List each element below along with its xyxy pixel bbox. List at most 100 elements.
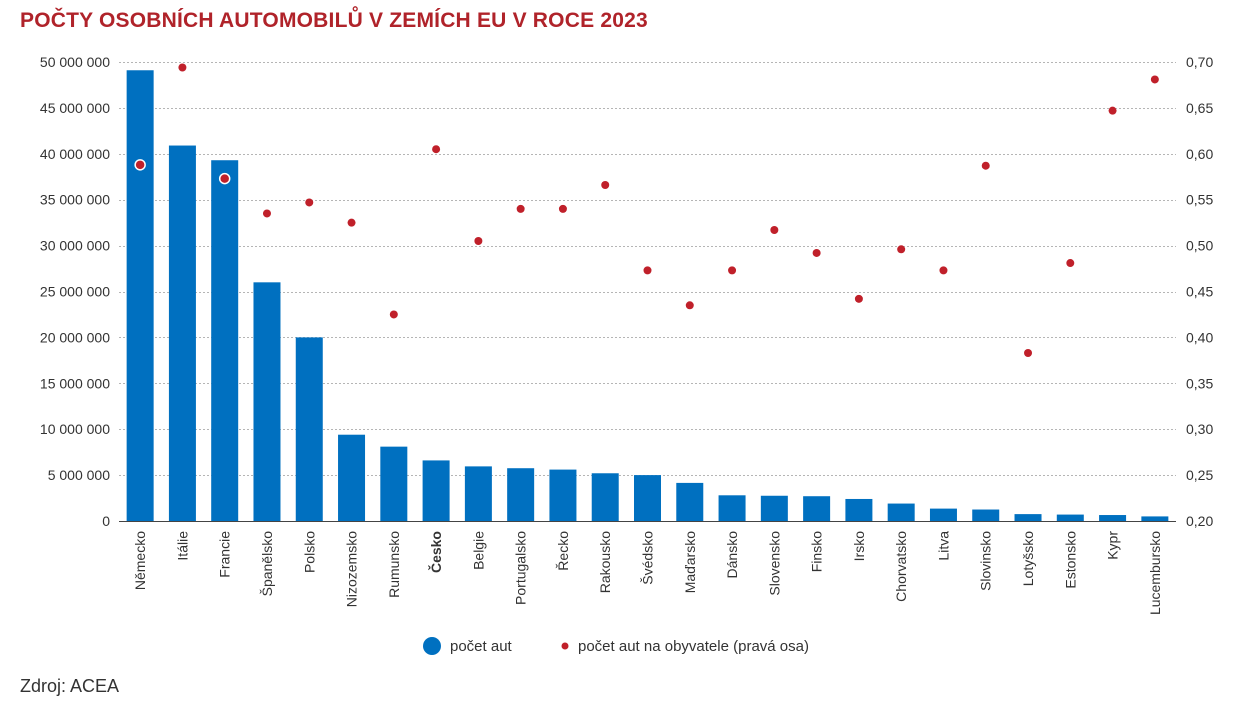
left-axis-tick-label: 20 000 000 <box>40 329 110 345</box>
bar-Litva <box>929 508 957 521</box>
dot-Litva <box>939 266 948 275</box>
legend-label-bars: počet aut <box>450 638 513 655</box>
bar-series <box>126 70 1169 522</box>
category-label: Řecko <box>555 531 571 571</box>
left-axis-tick-label: 0 <box>102 513 110 529</box>
category-label: Litva <box>935 531 951 561</box>
category-label: Kypr <box>1105 531 1121 560</box>
right-axis-tick-label: 0,30 <box>1186 421 1213 437</box>
dot-Portugalsko <box>516 204 525 213</box>
dot-Dánsko <box>728 266 737 275</box>
left-axis-tick-label: 15 000 000 <box>40 375 110 391</box>
chart-title: POČTY OSOBNÍCH AUTOMOBILŮ V ZEMÍCH EU V … <box>20 9 648 32</box>
dot-Německo <box>134 159 146 171</box>
legend-dot-swatch <box>561 642 569 650</box>
bar-Česko <box>422 460 450 521</box>
dot-Francie <box>218 172 231 185</box>
category-label: Itálie <box>174 531 190 561</box>
left-axis-tick-label: 10 000 000 <box>40 421 110 437</box>
dot-Chorvatsko <box>897 245 906 254</box>
category-label: Portugalsko <box>513 531 529 605</box>
dot-Slovinsko <box>981 161 990 170</box>
right-axis-tick-label: 0,55 <box>1186 192 1213 208</box>
dot-Polsko <box>305 198 314 207</box>
dot-Švédsko <box>643 266 652 275</box>
category-label: Polsko <box>301 531 317 573</box>
category-label: Rakousko <box>597 531 613 593</box>
right-axis-tick-label: 0,45 <box>1186 284 1213 300</box>
left-axis-tick-label: 45 000 000 <box>40 100 110 116</box>
bar-Polsko <box>295 337 323 521</box>
dot-Irsko <box>854 294 863 303</box>
category-label: Slovinsko <box>978 531 994 591</box>
legend-label-dots: počet aut na obyvatele (pravá osa) <box>578 638 809 655</box>
dot-Rakousko <box>601 181 610 190</box>
category-label: Švédsko <box>640 531 656 585</box>
right-axis-tick-label: 0,35 <box>1186 375 1213 391</box>
bar-Lucembursko <box>1141 516 1169 521</box>
right-axis-tick-label: 0,70 <box>1186 54 1213 70</box>
legend-bar-swatch <box>423 637 441 655</box>
category-labels: Německo Itálie Francie Španělsko Polsko Nizoz… <box>132 531 1163 615</box>
right-axis-tick-label: 0,20 <box>1186 513 1213 529</box>
right-axis-tick-label: 0,50 <box>1186 238 1213 254</box>
dot-Finsko <box>812 248 821 257</box>
bar-Kypr <box>1099 515 1127 521</box>
bar-Řecko <box>549 469 577 521</box>
source-note: Zdroj: ACEA <box>20 676 120 696</box>
dot-Estonsko <box>1066 259 1075 268</box>
bar-Nizozemsko <box>338 434 366 521</box>
left-axis-tick-label: 25 000 000 <box>40 284 110 300</box>
category-label: Estonsko <box>1062 531 1078 589</box>
right-axis-ticks: 0,20 0,25 0,30 0,35 0,40 0,45 0,50 0,55 0,60 0,65… <box>1186 54 1213 529</box>
bar-Chorvatsko <box>887 503 915 521</box>
category-label: Česko <box>427 531 444 573</box>
left-axis-tick-label: 5 000 000 <box>48 467 110 483</box>
bar-Portugalsko <box>507 468 535 521</box>
category-label: Irsko <box>851 531 867 562</box>
right-axis-tick-label: 0,65 <box>1186 100 1213 116</box>
bar-Irsko <box>845 498 873 521</box>
bar-Švédsko <box>634 475 661 521</box>
category-label: Maďarsko <box>682 531 698 594</box>
legend: počet aut počet aut na obyvatele (pravá … <box>423 637 809 655</box>
dot-series <box>134 63 1159 358</box>
left-axis-tick-label: 50 000 000 <box>40 54 110 70</box>
bar-Španělsko <box>253 282 281 521</box>
category-label: Německo <box>132 531 148 590</box>
bar-Finsko <box>803 496 831 521</box>
category-label: Rumunsko <box>386 531 402 598</box>
dot-Rumunsko <box>389 310 398 319</box>
category-label: Lotyšsko <box>1020 531 1036 586</box>
dot-Maďarsko <box>685 301 694 310</box>
bar-Německo <box>126 70 154 522</box>
category-label: Belgie <box>470 531 486 570</box>
bar-Itálie <box>168 145 196 521</box>
category-label: Lucembursko <box>1147 531 1163 615</box>
grid-lines <box>119 62 1176 522</box>
bar-Maďarsko <box>676 482 704 521</box>
left-axis-tick-label: 35 000 000 <box>40 192 110 208</box>
bar-Dánsko <box>718 495 746 521</box>
dot-Lucembursko <box>1150 75 1159 84</box>
category-label: Finsko <box>809 531 825 572</box>
dot-Španělsko <box>262 209 271 218</box>
category-label: Nizozemsko <box>344 531 360 607</box>
dot-Řecko <box>558 204 567 213</box>
bar-Rumunsko <box>380 446 408 521</box>
dot-Česko <box>432 145 441 154</box>
dot-Slovensko <box>770 225 779 234</box>
bar-Slovinsko <box>972 509 1000 521</box>
dot-Nizozemsko <box>347 218 356 227</box>
bar-Estonsko <box>1056 514 1084 521</box>
dot-Belgie <box>474 237 483 246</box>
category-label: Španělsko <box>259 531 275 597</box>
bar-Francie <box>211 160 239 521</box>
left-axis-ticks: 0 5 000 000 10 000 000 15 000 000 20 000 000… <box>40 54 110 529</box>
right-axis-tick-label: 0,25 <box>1186 467 1213 483</box>
right-axis-tick-label: 0,40 <box>1186 329 1213 345</box>
bar-Slovensko <box>760 495 788 521</box>
dot-Itálie <box>178 63 187 72</box>
category-label: Slovensko <box>766 531 782 596</box>
